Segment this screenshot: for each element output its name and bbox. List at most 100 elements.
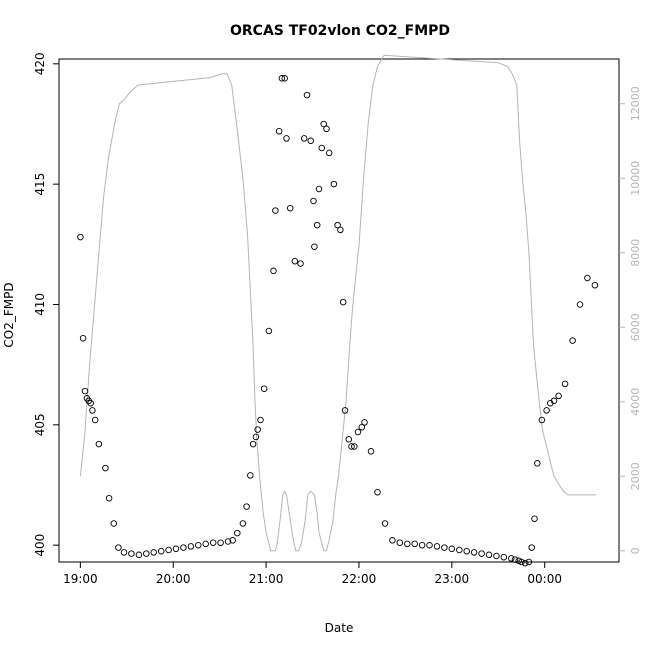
- co2-data-point: [361, 419, 368, 426]
- co2-data-point: [224, 538, 232, 545]
- co2-data-point: [89, 407, 96, 414]
- co2-data-point: [569, 337, 576, 344]
- co2-data-point: [584, 274, 591, 282]
- co2-data-point: [470, 549, 478, 556]
- co2-data-point: [260, 385, 268, 392]
- co2-data-point: [463, 547, 470, 555]
- y2-tick-label: 0: [629, 547, 642, 554]
- co2-data-point: [351, 443, 358, 450]
- co2-data-point: [202, 540, 209, 548]
- co2-data-point: [195, 541, 202, 549]
- co2-data-point: [325, 149, 333, 157]
- altitude-series-line: [79, 54, 596, 552]
- co2-data-point: [247, 472, 254, 479]
- x-tick-label: 00:00: [527, 572, 562, 586]
- co2-data-point: [77, 233, 84, 241]
- co2-data-point: [478, 550, 485, 557]
- plot-area-frame: [58, 58, 620, 563]
- co2-data-point: [239, 520, 247, 527]
- co2-data-point: [270, 267, 277, 275]
- co2-data-point: [229, 537, 236, 544]
- co2-data-point: [528, 544, 535, 551]
- co2-data-point: [81, 387, 89, 395]
- co2-data-point: [297, 260, 304, 267]
- y2-tick-label: 6000: [629, 313, 642, 341]
- co2-data-point: [433, 543, 441, 550]
- co2-data-point: [150, 549, 157, 556]
- co2-data-point: [418, 541, 426, 549]
- co2-data-point: [358, 423, 366, 431]
- co2-data-point: [345, 436, 353, 443]
- co2-data-point: [234, 529, 241, 537]
- co2-data-point: [396, 539, 404, 546]
- co2-data-point: [500, 553, 508, 561]
- co2-data-point: [323, 125, 330, 133]
- y2-tick-label: 4000: [629, 388, 642, 416]
- co2-data-point: [337, 226, 344, 234]
- co2-data-point: [310, 197, 317, 205]
- co2-data-point: [311, 243, 318, 250]
- co2-data-point: [257, 416, 264, 424]
- y-tick-label: 405: [33, 413, 47, 436]
- co2-data-point: [209, 539, 217, 546]
- co2-data-point: [441, 544, 448, 551]
- x-tick-label: 20:00: [156, 572, 191, 586]
- points-layer: [77, 75, 599, 567]
- co2-data-point: [143, 550, 150, 557]
- co2-data-point: [493, 552, 500, 560]
- co2-data-point: [252, 433, 260, 441]
- axes-layer: 19:00 20:00 21:00 22:00 23:00 00:00 400 405 410 4…: [33, 52, 642, 586]
- co2-data-point: [217, 539, 224, 546]
- co2-data-point: [120, 549, 128, 556]
- co2-data-point: [389, 537, 396, 544]
- co2-data-point: [157, 547, 165, 555]
- x-tick-label: 21:00: [249, 572, 284, 586]
- co2-data-point: [286, 204, 294, 212]
- co2-data-point: [561, 380, 569, 388]
- co2-data-point: [135, 551, 143, 559]
- y-axis-label: CO2_FMPD: [2, 282, 16, 347]
- co2-data-point: [550, 397, 558, 405]
- co2-data-point: [404, 540, 411, 548]
- y2-tick-label: 2000: [629, 462, 642, 490]
- x-tick-label: 23:00: [435, 572, 470, 586]
- co2-data-point: [334, 221, 341, 229]
- co2-data-point: [531, 515, 538, 522]
- co2-data-point: [374, 488, 381, 496]
- co2-data-point: [320, 120, 327, 128]
- y-tick-label: 415: [33, 173, 47, 196]
- co2-data-point: [534, 460, 541, 467]
- co2-data-point: [105, 494, 113, 502]
- altitude-line-layer: [79, 54, 596, 552]
- co2-data-point: [330, 180, 338, 188]
- co2-data-point: [102, 464, 109, 472]
- y2-tick-label: 12000: [629, 86, 642, 121]
- co2-data-point: [448, 545, 456, 553]
- co2-data-point: [265, 327, 273, 335]
- co2-data-point: [456, 546, 463, 554]
- co2-data-point: [291, 257, 299, 265]
- y-tick-label: 410: [33, 293, 47, 316]
- co2-data-point: [249, 440, 257, 448]
- y2-tick-label: 8000: [629, 239, 642, 267]
- co2-data-point: [172, 545, 180, 553]
- co2-data-point: [180, 544, 187, 551]
- co2-data-point: [381, 520, 389, 527]
- co2-data-point: [278, 75, 286, 82]
- co2-data-point: [485, 551, 493, 559]
- y-tick-label: 400: [33, 534, 47, 557]
- chart-title: ORCAS TF02vlon CO2_FMPD: [230, 23, 450, 39]
- co2-data-point: [243, 503, 250, 510]
- x-tick-label: 22:00: [342, 572, 377, 586]
- co2-data-point: [576, 301, 584, 308]
- y2-tick-label: 10000: [629, 161, 642, 196]
- co2-data-point: [283, 135, 290, 142]
- co2-data-point: [303, 91, 311, 99]
- y-tick-label: 420: [33, 52, 47, 75]
- co2-data-point: [521, 559, 529, 567]
- x-tick-label: 19:00: [63, 572, 98, 586]
- co2-data-point: [591, 281, 599, 289]
- co2-data-point: [411, 540, 418, 548]
